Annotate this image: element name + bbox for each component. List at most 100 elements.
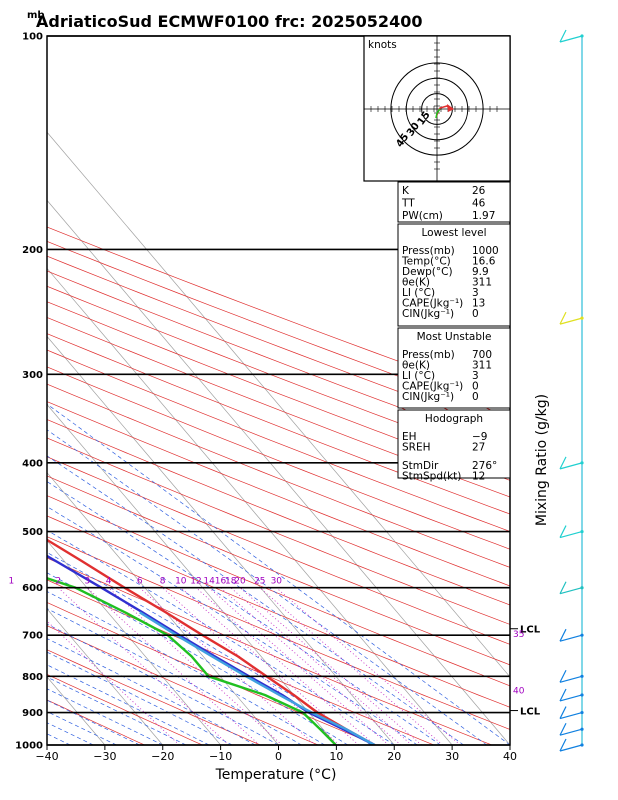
index-label: EH [402,431,417,443]
mixing-ratio-label: 1 [9,577,15,587]
moist-adiabat [47,651,233,745]
index-value: 700 [472,349,492,361]
mixing-ratio-label: 16 [215,577,227,587]
x-tick-label: −20 [151,750,174,763]
mixing-ratio-line [259,587,443,745]
index-label: StmSpd(kt) [402,471,461,483]
index-value: 13 [472,298,485,310]
wind-barb [559,688,584,702]
wind-barb [559,311,584,325]
mixing-ratio-line [208,587,389,745]
index-value: 311 [472,360,492,372]
mixing-ratio-label: 20 [234,577,246,587]
index-value: 276° [472,460,497,472]
pressure-tick-label: 900 [22,708,43,719]
moist-adiabat [47,676,187,745]
wind-barb-flag [559,688,567,702]
index-label: PW(cm) [402,210,443,222]
wind-barb-staff [559,744,583,752]
pressure-tick-label: 100 [22,32,43,43]
units-label: mb [27,10,45,21]
wind-barb [559,456,584,470]
index-label: StmDir [402,460,439,472]
lcl-label: LCL [520,707,541,718]
index-label: LI (°C) [402,370,435,382]
wind-barb-staff [559,675,583,683]
index-label: K [402,185,410,197]
mixing-ratio-label: 8 [160,577,166,587]
storm-motion-arrow [447,104,454,112]
wind-barb-staff [559,728,583,736]
moist-adiabat [47,623,279,745]
moist-adiabat [47,638,256,745]
moist-adiabat [47,506,418,745]
wind-barb-flag [559,581,567,594]
x-tick-label: 20 [387,750,401,763]
index-label: CIN(Jkg⁻¹) [402,308,454,320]
moist-adiabat-label: 35 [513,630,524,640]
isotherm [47,608,164,745]
isotherm [47,131,510,678]
dry-adiabat [47,437,510,625]
moist-adiabat [47,529,395,745]
x-tick-label: 0 [275,750,282,763]
wind-barb [559,525,584,539]
moist-adiabat [47,699,140,745]
index-label: CIN(Jkg⁻¹) [402,391,454,403]
indices-panel: K 26 TT 46 PW(cm) 1.97 Lowest level Press(mb) 10… [397,181,511,483]
dry-adiabat [47,579,435,745]
pressure-tick-label: 800 [22,672,43,683]
index-value: 46 [472,198,486,210]
wind-barb-flag [559,722,567,736]
moist-adiabat [47,552,372,745]
wind-barb-staff [559,634,583,642]
index-label: SREH [402,442,431,454]
moist-adiabat [47,733,71,745]
lcl-label: LCL [520,625,541,636]
x-tick-label: 10 [329,750,343,763]
mixing-ratio-label: 30 [271,577,283,587]
wind-barb-staff [559,35,583,43]
hodograph-units: knots [368,39,397,51]
x-tick-label: −10 [209,750,232,763]
mixing-ratio-line [139,587,316,745]
index-value: 27 [472,442,485,454]
x-tick-label: 40 [503,750,517,763]
wind-barb-staff [559,462,583,470]
chart-title: AdriaticoSud ECMWF0100 frc: 2025052400 [36,12,422,31]
dry-adiabat [47,255,510,433]
hodograph-trace-lower [435,108,441,119]
dry-adiabat [47,674,203,745]
moist-adiabat [47,744,48,745]
mixing-ratio-line [220,587,402,745]
most-unstable-box [397,327,511,409]
x-tick-label: 30 [445,750,459,763]
dry-adiabat [47,475,510,666]
dry-adiabat [47,536,510,730]
index-label: CAPE(Jkg⁻¹) [402,298,463,310]
index-label: θe(K) [402,277,430,289]
moist-adiabat [47,591,325,745]
index-value: 26 [472,185,486,197]
mixing-ratio-label: 2 [55,577,61,587]
wind-barbs [559,29,584,752]
index-value: 0 [472,391,479,403]
wind-barb [559,706,584,720]
x-tick-label: −40 [35,750,58,763]
dry-adiabat [47,285,510,465]
hodograph-box [397,409,511,479]
index-label: LI (°C) [402,287,435,299]
index-value: 0 [472,381,479,393]
index-label: θe(K) [402,360,430,372]
pressure-tick-label: 300 [22,370,43,381]
index-value: 1000 [472,245,499,257]
index-value: 0 [472,308,479,320]
index-value: 311 [472,277,492,289]
isotherm [47,404,337,745]
temperature-profile [47,538,376,745]
wind-barb-flag [559,311,567,325]
dry-adiabat [47,456,510,645]
